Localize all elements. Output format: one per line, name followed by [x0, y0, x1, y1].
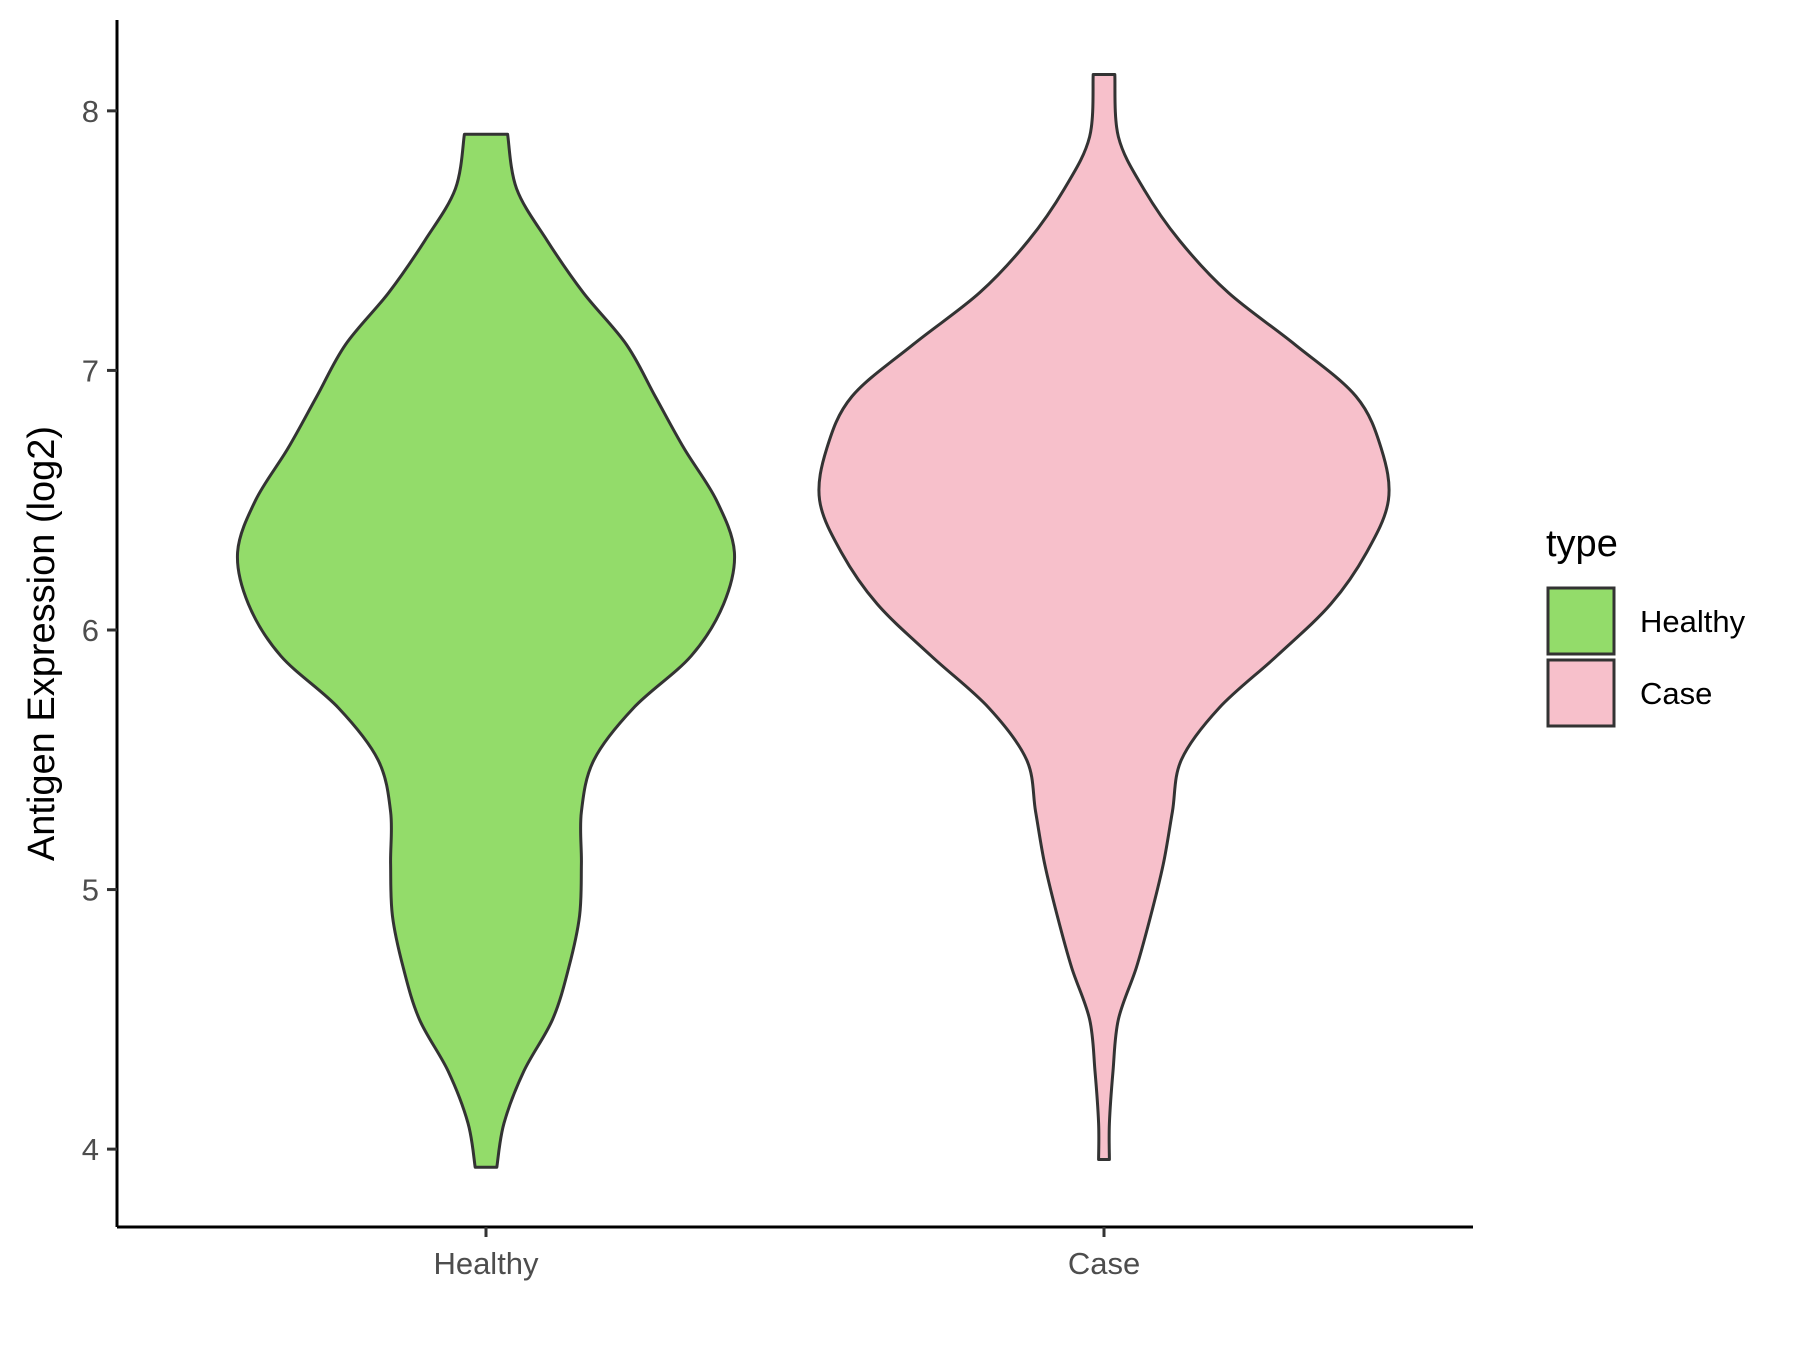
violin-layer [235, 73, 1391, 1169]
y-tick-label: 7 [82, 353, 99, 388]
x-tick-label: Healthy [433, 1246, 539, 1281]
x-ticks: Healthy Case [433, 1227, 1140, 1281]
legend: type Healthy Case [1546, 523, 1746, 728]
legend-label-healthy: Healthy [1640, 604, 1746, 639]
y-tick-label: 6 [82, 613, 99, 648]
y-tick-label: 8 [82, 94, 99, 129]
x-tick-label: Case [1068, 1246, 1140, 1281]
violin-healthy [235, 132, 737, 1169]
legend-title: type [1546, 523, 1618, 565]
axes-layer [115, 20, 1473, 1229]
legend-swatch-healthy [1546, 586, 1616, 656]
y-ticks: 4 5 6 7 8 [82, 94, 117, 1167]
y-tick-label: 4 [82, 1132, 99, 1167]
violin-case [817, 73, 1391, 1162]
legend-label-case: Case [1640, 676, 1712, 711]
legend-swatch-case [1546, 658, 1616, 728]
legend-items: Healthy Case [1546, 586, 1746, 728]
y-tick-label: 5 [82, 873, 99, 908]
y-axis-title: Antigen Expression (log2) [21, 426, 63, 861]
